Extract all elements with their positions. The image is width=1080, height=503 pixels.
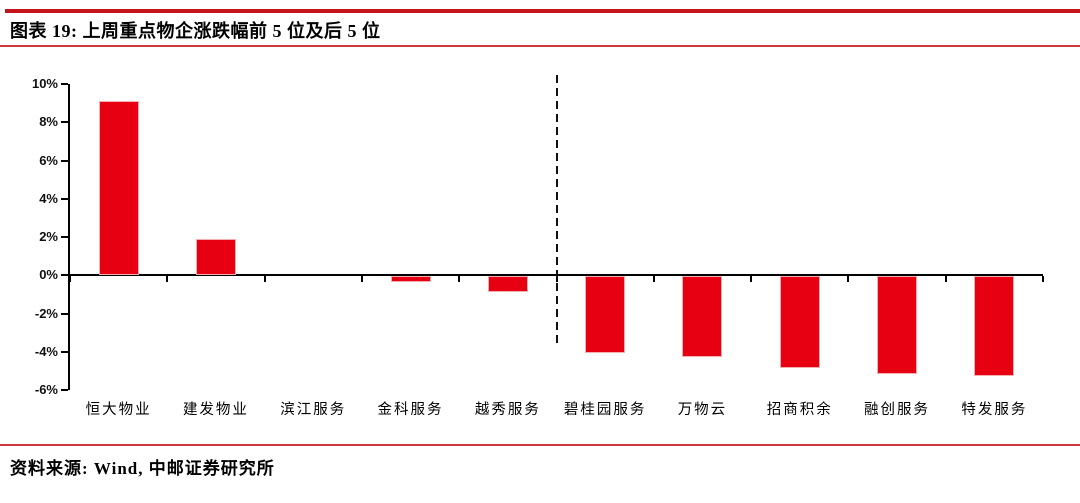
y-axis-tick <box>61 274 68 277</box>
x-axis-label: 金科服务 <box>377 402 444 418</box>
y-axis-label: 0% <box>39 267 58 283</box>
x-axis-label: 建发物业 <box>182 402 249 418</box>
y-axis-label: 2% <box>39 229 58 244</box>
bar-融创服务 <box>877 276 918 374</box>
bar-万物云 <box>682 276 723 357</box>
y-axis-tick <box>61 312 68 315</box>
x-axis-tick <box>750 276 753 283</box>
x-axis-tick <box>69 276 71 283</box>
y-axis-tick <box>61 236 68 238</box>
y-axis-tick <box>61 121 68 124</box>
y-axis-label: -4% <box>34 343 58 359</box>
y-axis-label: 10% <box>31 76 58 91</box>
y-axis-tick <box>61 159 68 162</box>
x-axis-label: 滨江服务 <box>280 402 347 418</box>
x-axis-label: 特发服务 <box>961 402 1028 418</box>
bar-碧桂园服务 <box>585 276 626 353</box>
bar-招商积余 <box>779 276 820 369</box>
y-axis-label: 6% <box>39 152 58 168</box>
y-axis-line <box>68 84 70 390</box>
x-axis-label: 万物云 <box>677 402 728 418</box>
x-axis-tick <box>263 276 266 283</box>
x-axis-tick <box>360 276 363 283</box>
x-axis-tick <box>652 276 655 283</box>
y-axis-tick <box>61 197 68 200</box>
y-axis-tick <box>61 350 68 353</box>
group-separator-dashed-line <box>555 75 558 347</box>
x-axis-label: 招商积余 <box>766 402 833 418</box>
x-axis-tick <box>458 276 461 283</box>
x-axis-tick <box>847 276 850 283</box>
footer-divider-rule <box>0 444 1080 446</box>
y-axis-label: 8% <box>39 114 58 130</box>
bar-建发物业 <box>195 238 236 276</box>
source-note: 资料来源: Wind, 中邮证券研究所 <box>10 459 275 478</box>
bar-越秀服务 <box>487 276 528 292</box>
top-accent-rule <box>5 9 1080 13</box>
title-divider-rule <box>0 45 1080 47</box>
x-axis-label: 越秀服务 <box>474 402 541 418</box>
y-axis-tick <box>61 389 68 391</box>
x-axis-label: 碧桂园服务 <box>563 402 647 418</box>
y-axis-label: -2% <box>34 305 58 321</box>
x-axis-label: 融创服务 <box>864 402 931 418</box>
x-axis-label: 恒大物业 <box>85 402 152 418</box>
y-axis-tick <box>61 83 68 85</box>
chart-title: 图表 19: 上周重点物企涨跌幅前 5 位及后 5 位 <box>10 21 381 41</box>
y-axis-label: 4% <box>39 190 58 206</box>
bar-恒大物业 <box>98 101 139 276</box>
bar-特发服务 <box>974 276 1015 376</box>
x-axis-tick <box>944 276 947 283</box>
bar-金科服务 <box>390 276 431 282</box>
y-axis-label: -6% <box>34 382 58 397</box>
x-axis-tick <box>166 276 169 283</box>
x-axis-tick <box>1042 276 1044 283</box>
